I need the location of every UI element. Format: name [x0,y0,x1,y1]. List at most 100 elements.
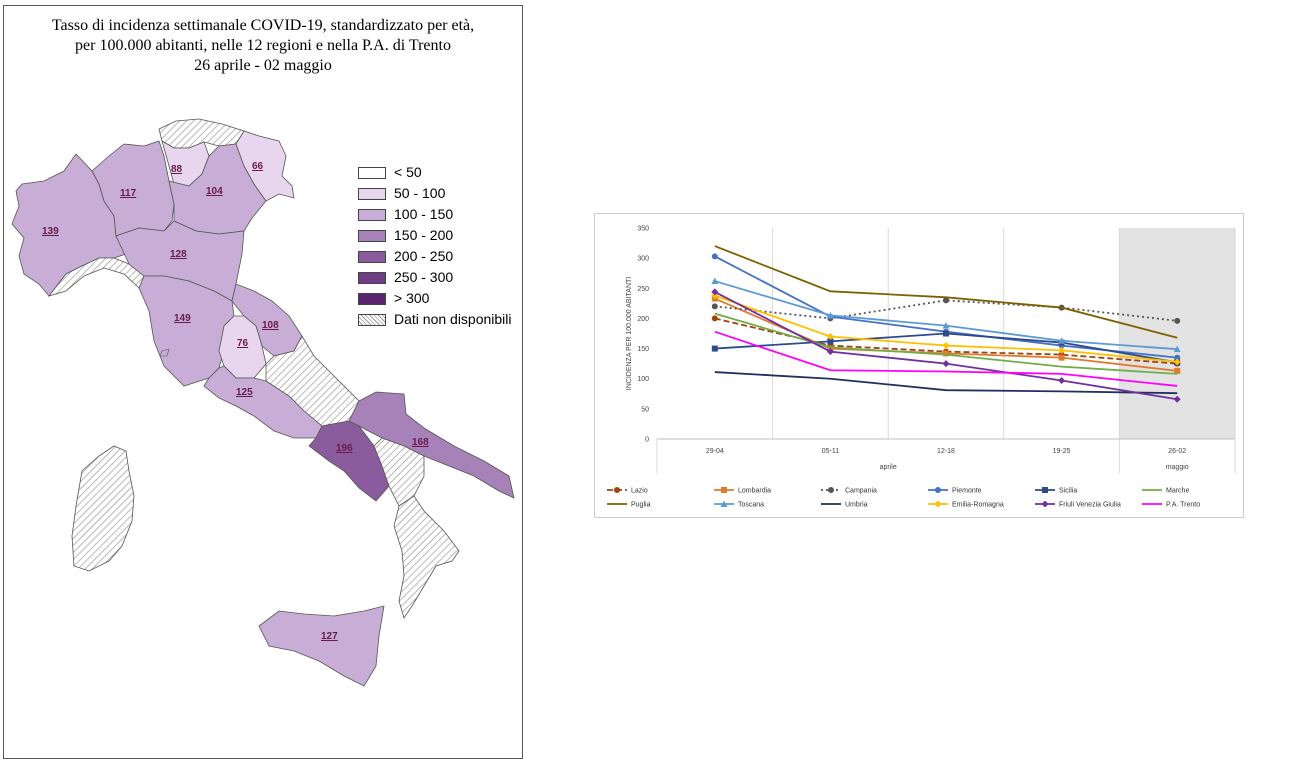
region-puglia [348,391,515,499]
series-line [714,245,1178,339]
legend-swatch [358,251,386,263]
data-point [1058,354,1065,361]
data-point [828,487,834,493]
italy-map: 139 117 88 66 104 128 149 108 76 125 196… [11,118,515,687]
label-sicilia: 127 [321,631,338,642]
legend-item: 150 - 200 [358,226,528,247]
label-puglia: 168 [412,437,429,448]
data-point [1173,358,1181,366]
legend-item: Dati non disponibili [358,310,528,331]
data-point [942,322,950,329]
legend-label: > 300 [394,290,430,306]
data-point [720,500,728,507]
legend-label: Piemonte [952,488,982,495]
legend-label: Sicilia [1059,488,1077,495]
region-sicilia [258,605,385,687]
legend-label: Lazio [631,488,648,495]
legend-label: 250 - 300 [394,269,454,285]
y-tick-label: 50 [641,406,649,413]
data-point [1058,346,1066,354]
data-point [614,487,620,493]
data-point [1173,395,1181,403]
legend-item: 100 - 150 [358,205,528,226]
legend-item: < 50 [358,163,528,184]
legend-label: 150 - 200 [394,227,454,243]
y-tick-label: 0 [645,437,649,444]
data-point [934,500,942,508]
shaded-period [1119,228,1235,439]
legend-label: P.A. Trento [1166,502,1200,509]
legend-label: Puglia [631,502,651,509]
data-point [942,360,950,368]
label-trento: 88 [171,164,183,175]
legend-item: 200 - 250 [358,247,528,268]
region-basilicata [373,437,425,507]
map-title: Tasso di incidenza settimanale COVID-19,… [4,16,522,76]
label-fvg: 66 [252,161,264,172]
legend-item: 250 - 300 [358,268,528,289]
map-panel: 139 117 88 66 104 128 149 108 76 125 196… [3,5,523,759]
x-tick-label: 05-11 [822,448,839,455]
data-point [1173,345,1181,353]
y-tick-label: 250 [637,286,649,293]
data-point [826,311,834,319]
map-legend: < 50 50 - 100 100 - 150 150 - 200 200 - 250 2… [358,163,528,331]
y-tick-label: 200 [637,316,649,323]
data-point [711,277,719,285]
label-veneto: 104 [206,186,223,197]
island-elba [159,348,170,357]
data-point [1058,377,1066,385]
x-tick-label: 19-25 [1053,448,1071,455]
legend-label: Campania [845,488,877,495]
legend-label: < 50 [394,164,422,180]
region-lombardia [91,140,175,237]
map-title-line: Tasso di incidenza settimanale COVID-19,… [51,17,475,34]
legend-label: 200 - 250 [394,248,454,264]
data-point [1174,317,1181,324]
legend-label: Emilia-Romagna [952,502,1004,509]
legend-swatch [358,188,386,200]
series-line [714,312,1178,375]
x-tick-label: 29-04 [706,448,724,455]
data-point [1042,487,1048,493]
legend-swatch [358,167,386,179]
legend-item: > 300 [358,289,528,310]
month-label: maggio [1166,464,1189,471]
label-marche: 108 [262,320,279,331]
legend-label: 100 - 150 [394,206,454,222]
legend-swatch [358,293,386,305]
data-point [1058,337,1066,344]
y-tick-label: 100 [637,376,649,383]
y-axis-label: INCIDENZA PER 100.000 ABITANTI [626,277,633,391]
map-title-line: 26 aprile - 02 maggio [194,57,332,74]
data-point [711,315,718,322]
region-sardegna [71,445,135,572]
data-point [711,253,718,260]
legend-swatch [358,314,386,326]
region-calabria [393,495,460,619]
month-label: aprile [880,464,897,471]
legend-label: Marche [1166,488,1189,495]
series-line [714,371,1178,395]
x-tick-label: 12-18 [937,448,955,455]
chart-panel: 0 50 100 150 200 250 300 350 INCIDENZA PER 100.0… [594,213,1244,518]
data-point [711,345,718,352]
legend-swatch [358,230,386,242]
region-fvg [235,130,295,202]
series-line [714,299,1178,322]
label-umbria: 76 [237,338,249,349]
label-lombardia: 117 [120,188,137,199]
data-point [721,487,727,493]
data-point [942,342,950,350]
map-title-line: per 100.000 abitanti, nelle 12 regioni e… [75,37,451,54]
data-point [943,350,949,357]
data-point [1174,367,1181,374]
label-lazio: 125 [236,387,253,398]
legend-label: Toscana [738,502,764,509]
data-point [711,303,718,310]
legend-label: Umbria [845,502,868,509]
data-point [826,348,834,356]
legend-label: Friuli Venezia Giulia [1059,502,1121,509]
data-point [1174,354,1181,361]
data-point [827,338,834,345]
